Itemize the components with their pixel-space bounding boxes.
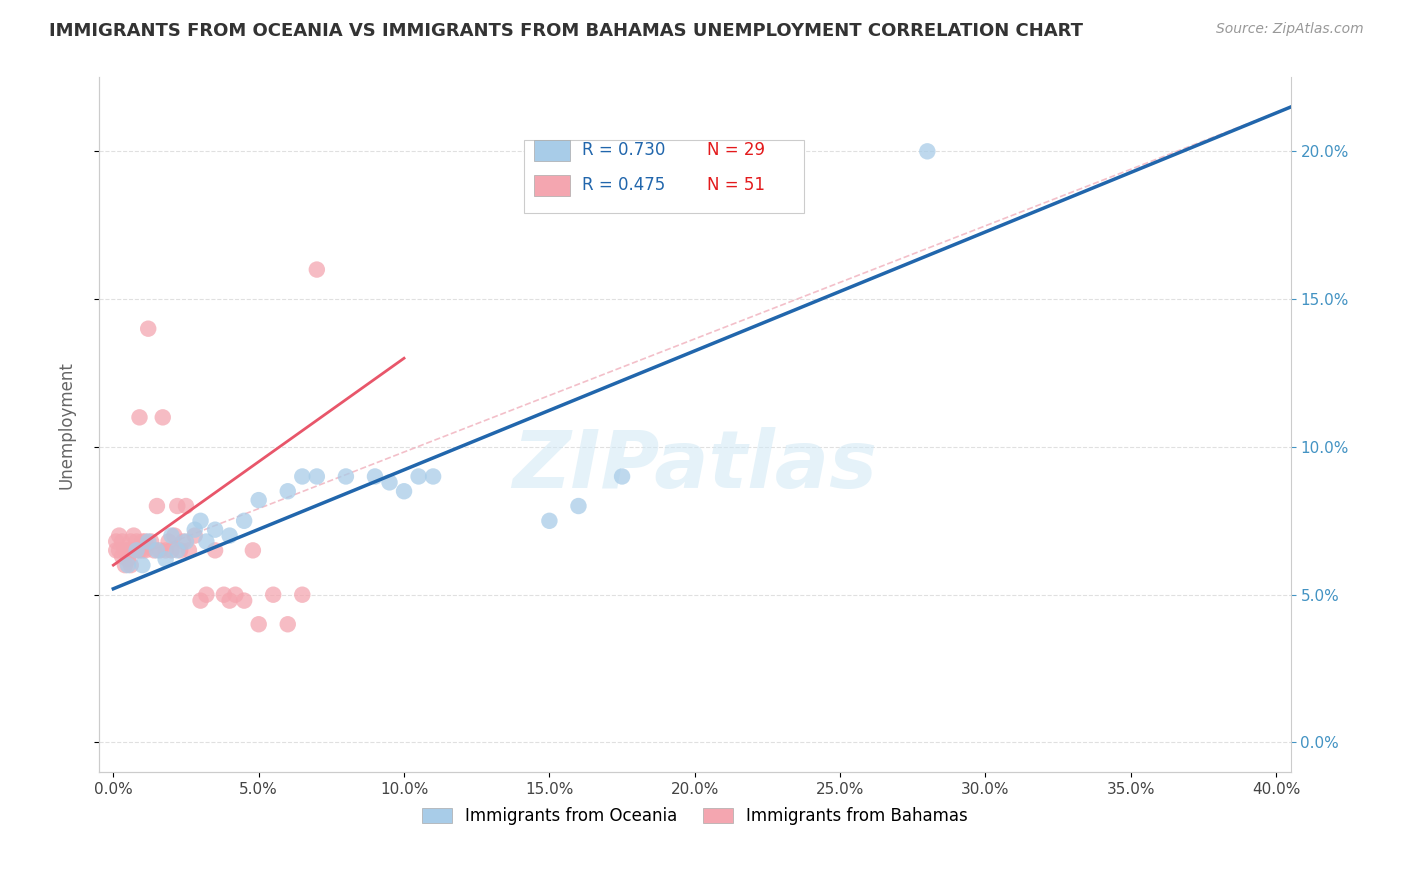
Text: N = 51: N = 51 xyxy=(707,176,765,194)
Point xyxy=(136,321,159,335)
Point xyxy=(125,543,148,558)
Point xyxy=(422,469,444,483)
Point xyxy=(218,593,240,607)
Point xyxy=(169,543,191,558)
Text: R = 0.475: R = 0.475 xyxy=(582,176,665,194)
Point xyxy=(224,588,246,602)
Text: Source: ZipAtlas.com: Source: ZipAtlas.com xyxy=(1216,22,1364,37)
Text: IMMIGRANTS FROM OCEANIA VS IMMIGRANTS FROM BAHAMAS UNEMPLOYMENT CORRELATION CHAR: IMMIGRANTS FROM OCEANIA VS IMMIGRANTS FR… xyxy=(49,22,1083,40)
Point xyxy=(166,499,188,513)
Point xyxy=(111,534,134,549)
Point xyxy=(111,549,134,564)
Point xyxy=(567,499,589,513)
FancyBboxPatch shape xyxy=(524,140,804,213)
Point xyxy=(128,543,150,558)
Point xyxy=(204,543,226,558)
Point xyxy=(174,499,197,513)
Point xyxy=(190,593,212,607)
Point xyxy=(212,588,235,602)
Point xyxy=(114,543,136,558)
Point xyxy=(131,543,153,558)
Point xyxy=(195,534,218,549)
Point xyxy=(120,534,142,549)
Text: R = 0.730: R = 0.730 xyxy=(582,141,665,160)
Point xyxy=(108,528,131,542)
Point xyxy=(174,534,197,549)
Point xyxy=(120,558,142,573)
Y-axis label: Unemployment: Unemployment xyxy=(58,360,75,489)
Point xyxy=(172,534,194,549)
Point xyxy=(108,543,131,558)
Point xyxy=(538,514,561,528)
Point xyxy=(233,593,256,607)
Point xyxy=(305,469,328,483)
Point xyxy=(610,469,633,483)
Point xyxy=(155,552,177,566)
Point xyxy=(160,528,183,542)
Point xyxy=(218,528,240,542)
Point xyxy=(134,543,156,558)
Point xyxy=(190,514,212,528)
Point xyxy=(136,534,159,549)
Point xyxy=(128,410,150,425)
Point xyxy=(163,528,186,542)
Point xyxy=(117,558,139,573)
Point xyxy=(122,528,145,542)
Point xyxy=(291,588,314,602)
Point xyxy=(291,469,314,483)
Point xyxy=(277,617,299,632)
Point xyxy=(146,499,169,513)
Point xyxy=(242,543,264,558)
Point xyxy=(152,410,174,425)
Point xyxy=(117,543,139,558)
Point xyxy=(364,469,387,483)
Point xyxy=(335,469,357,483)
Text: ZIPatlas: ZIPatlas xyxy=(512,427,877,506)
Point xyxy=(149,543,172,558)
Point xyxy=(408,469,430,483)
Point xyxy=(166,543,188,558)
Point xyxy=(131,558,153,573)
Point xyxy=(146,543,169,558)
Point xyxy=(157,534,180,549)
Point xyxy=(125,543,148,558)
Point xyxy=(305,262,328,277)
Point xyxy=(392,484,415,499)
Point xyxy=(195,588,218,602)
Point xyxy=(117,552,139,566)
Point xyxy=(122,543,145,558)
Point xyxy=(134,534,156,549)
Point xyxy=(125,534,148,549)
Point xyxy=(183,528,205,542)
Point xyxy=(183,523,205,537)
Point xyxy=(204,523,226,537)
Legend: Immigrants from Oceania, Immigrants from Bahamas: Immigrants from Oceania, Immigrants from… xyxy=(413,798,976,833)
Point xyxy=(105,543,128,558)
Point xyxy=(139,534,162,549)
Point xyxy=(105,534,128,549)
Point xyxy=(233,514,256,528)
Point xyxy=(247,493,270,508)
Point xyxy=(378,475,401,490)
Point xyxy=(143,543,166,558)
Point xyxy=(247,617,270,632)
Point xyxy=(917,145,939,159)
Text: N = 29: N = 29 xyxy=(707,141,765,160)
Point xyxy=(177,543,200,558)
Point xyxy=(114,558,136,573)
Point xyxy=(262,588,284,602)
Point xyxy=(131,534,153,549)
Point xyxy=(160,543,183,558)
FancyBboxPatch shape xyxy=(534,140,569,161)
Point xyxy=(155,543,177,558)
FancyBboxPatch shape xyxy=(534,175,569,195)
Point xyxy=(277,484,299,499)
